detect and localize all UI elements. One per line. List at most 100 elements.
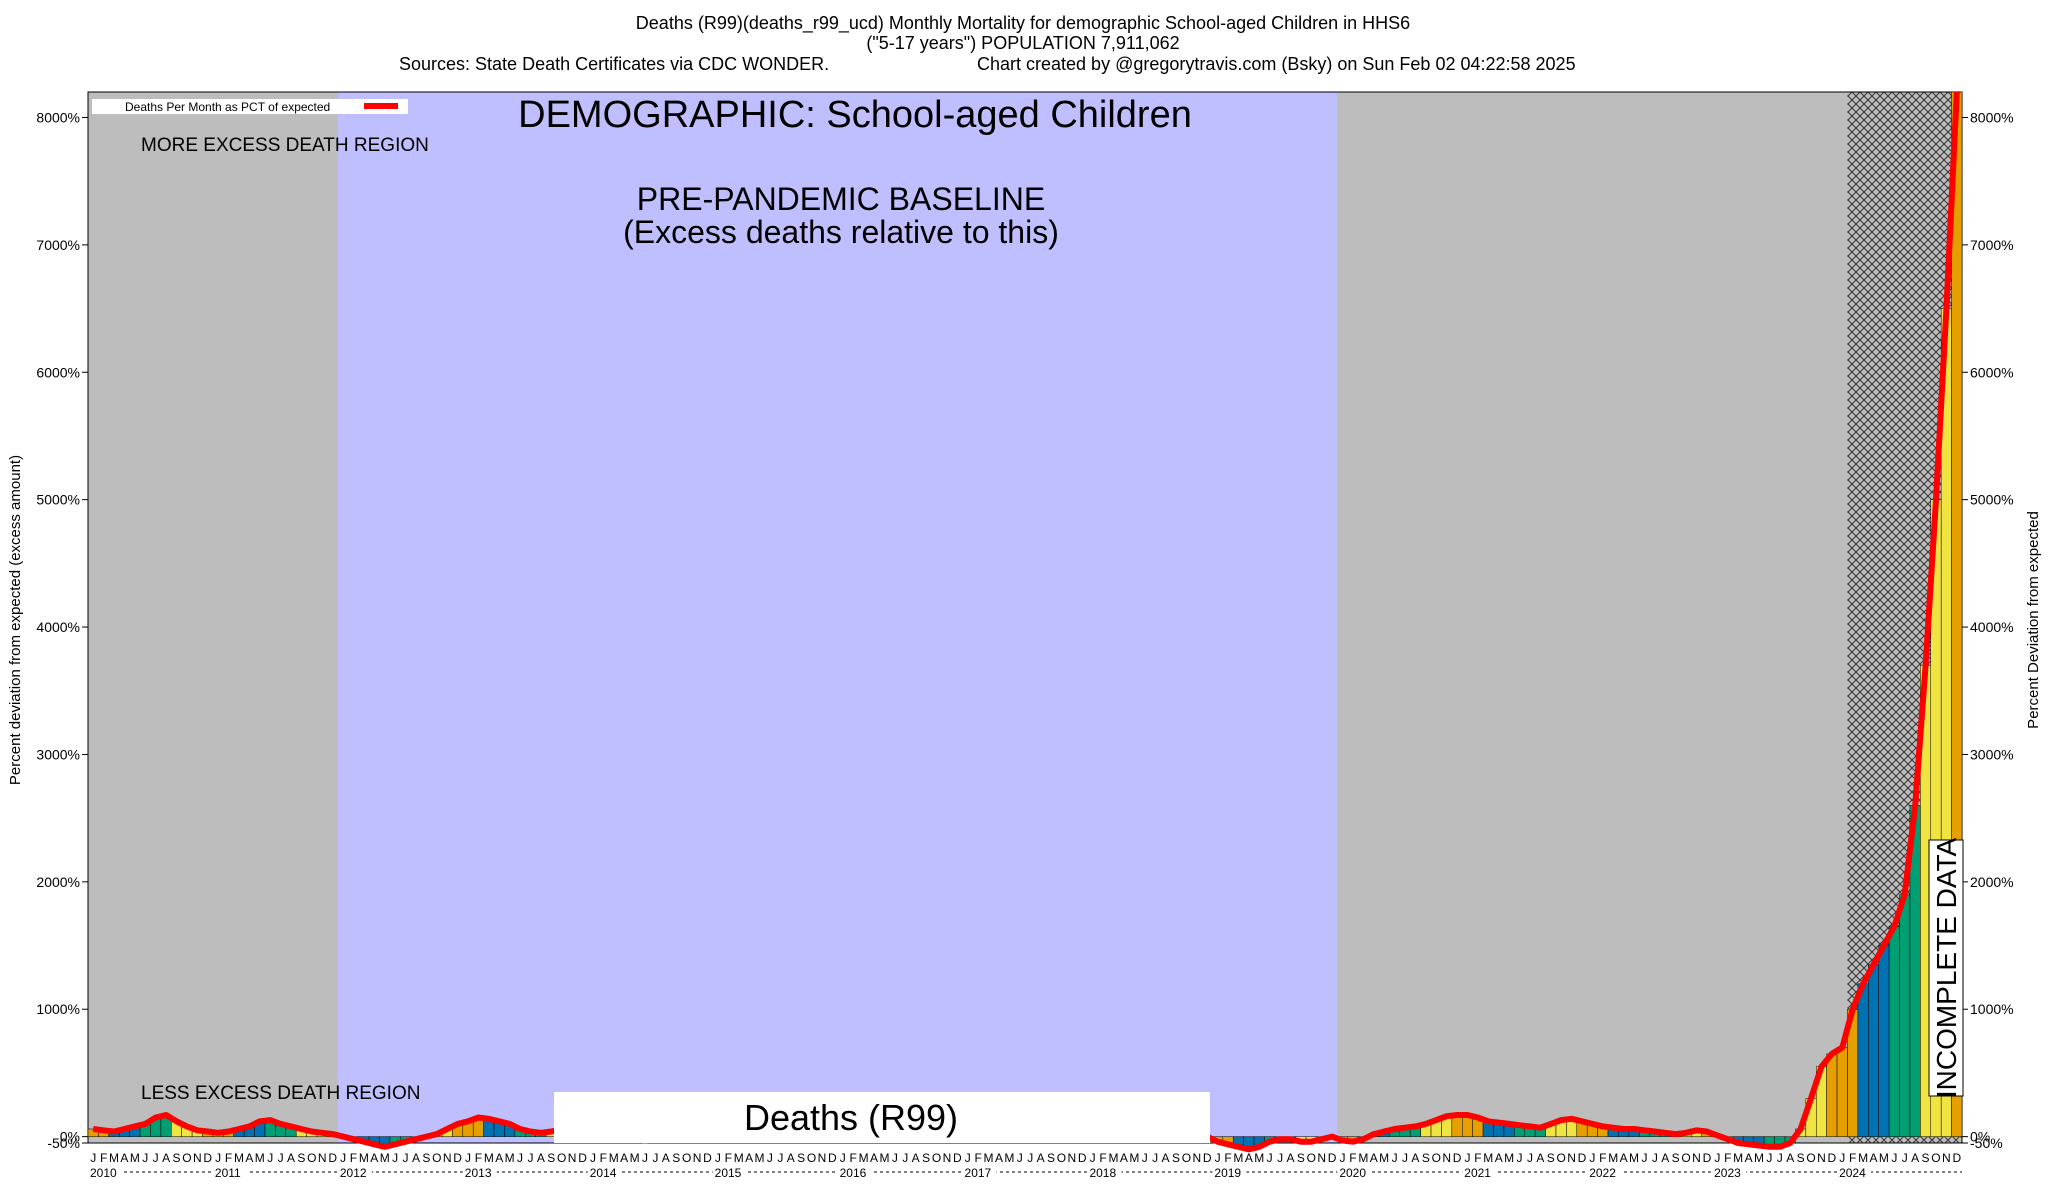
bar: [1826, 1053, 1838, 1137]
bar: [1878, 945, 1890, 1137]
month-label: D: [1453, 1151, 1462, 1165]
month-label: J: [1891, 1151, 1897, 1165]
month-label: A: [1911, 1151, 1919, 1165]
month-label: N: [443, 1151, 452, 1165]
month-label: N: [818, 1151, 827, 1165]
month-label: J: [1652, 1151, 1658, 1165]
month-label: D: [328, 1151, 337, 1165]
month-label: J: [1714, 1151, 1720, 1165]
month-label: M: [505, 1151, 515, 1165]
y-tick-label: 2000%: [36, 874, 80, 890]
month-label: J: [465, 1151, 471, 1165]
month-label: S: [1422, 1151, 1430, 1165]
y2-tick-label: 6000%: [1970, 364, 2014, 380]
month-label: J: [652, 1151, 658, 1165]
year-label: 2016: [840, 1166, 867, 1180]
month-label: A: [1286, 1151, 1294, 1165]
month-label: J: [1839, 1151, 1845, 1165]
month-label: A: [1786, 1151, 1794, 1165]
month-label: M: [109, 1151, 119, 1165]
month-label: O: [1182, 1151, 1191, 1165]
month-label: M: [1629, 1151, 1639, 1165]
month-label: M: [755, 1151, 765, 1165]
year-label-bg: [1462, 1165, 1497, 1179]
month-label: F: [1349, 1151, 1356, 1165]
month-label: J: [642, 1151, 648, 1165]
month-label: J: [1277, 1151, 1283, 1165]
month-label: A: [245, 1151, 253, 1165]
month-label: A: [1411, 1151, 1419, 1165]
month-label: D: [1578, 1151, 1587, 1165]
month-label: S: [1047, 1151, 1055, 1165]
month-label: J: [527, 1151, 533, 1165]
month-label: A: [370, 1151, 378, 1165]
month-label: J: [1402, 1151, 1408, 1165]
year-label-bg: [587, 1165, 622, 1179]
credit: Chart created by @gregorytravis.com (Bsk…: [977, 54, 1576, 74]
month-label: J: [1902, 1151, 1908, 1165]
month-label: M: [1483, 1151, 1493, 1165]
month-label: A: [1620, 1151, 1628, 1165]
year-label: 2015: [715, 1166, 742, 1180]
demographic-label: DEMOGRAPHIC: School-aged Children: [518, 94, 1192, 136]
month-label: D: [1952, 1151, 1961, 1165]
chart-subtitle: ("5-17 years") POPULATION 7,911,062: [866, 33, 1179, 53]
month-label: M: [1879, 1151, 1889, 1165]
month-label: M: [630, 1151, 640, 1165]
month-label: N: [1817, 1151, 1826, 1165]
baseline-label: PRE-PANDEMIC BASELINE: [637, 181, 1045, 217]
month-label: O: [307, 1151, 316, 1165]
month-label: J: [777, 1151, 783, 1165]
month-label: J: [267, 1151, 273, 1165]
month-label: N: [1692, 1151, 1701, 1165]
month-label: D: [1703, 1151, 1712, 1165]
month-label: O: [1432, 1151, 1441, 1165]
year-label-bg: [1087, 1165, 1122, 1179]
year-label: 2010: [90, 1166, 117, 1180]
month-label: J: [1090, 1151, 1096, 1165]
month-label: A: [1495, 1151, 1503, 1165]
month-label: M: [380, 1151, 390, 1165]
year-label: 2012: [340, 1166, 367, 1180]
month-label: M: [1858, 1151, 1868, 1165]
month-label: J: [392, 1151, 398, 1165]
y2-tick-label: 2000%: [1970, 874, 2014, 890]
month-label: M: [1358, 1151, 1368, 1165]
month-label: A: [787, 1151, 795, 1165]
month-label: J: [1267, 1151, 1273, 1165]
year-label-bg: [1712, 1165, 1747, 1179]
month-label: F: [600, 1151, 607, 1165]
month-label: D: [1078, 1151, 1087, 1165]
month-label: M: [130, 1151, 140, 1165]
year-label: 2024: [1839, 1166, 1866, 1180]
month-label: J: [1142, 1151, 1148, 1165]
month-label: A: [537, 1151, 545, 1165]
y2-tick-label: 5000%: [1970, 492, 2014, 508]
year-label-bg: [1587, 1165, 1622, 1179]
month-label: J: [517, 1151, 523, 1165]
month-label: S: [672, 1151, 680, 1165]
year-label: 2019: [1214, 1166, 1241, 1180]
month-label: F: [725, 1151, 732, 1165]
y-axis-label: Percent deviation from expected (excess …: [7, 455, 24, 785]
month-label: J: [1017, 1151, 1023, 1165]
year-label-bg: [1212, 1165, 1247, 1179]
month-label: J: [1517, 1151, 1523, 1165]
month-label: M: [1733, 1151, 1743, 1165]
month-label: N: [1317, 1151, 1326, 1165]
y-tick-label: 7000%: [36, 237, 80, 253]
year-label-bg: [712, 1165, 747, 1179]
month-label: J: [1777, 1151, 1783, 1165]
year-label-bg: [962, 1165, 997, 1179]
month-label: S: [1172, 1151, 1180, 1165]
month-label: A: [1745, 1151, 1753, 1165]
month-label: D: [1828, 1151, 1837, 1165]
month-label: A: [1162, 1151, 1170, 1165]
legend-label: Deaths Per Month as PCT of expected: [125, 100, 330, 114]
y2-tick-label: 4000%: [1970, 619, 2014, 635]
month-label: D: [1203, 1151, 1212, 1165]
year-label: 2021: [1464, 1166, 1491, 1180]
y-tick-label: 1000%: [36, 1001, 80, 1017]
month-label: D: [453, 1151, 462, 1165]
year-label: 2017: [965, 1166, 992, 1180]
